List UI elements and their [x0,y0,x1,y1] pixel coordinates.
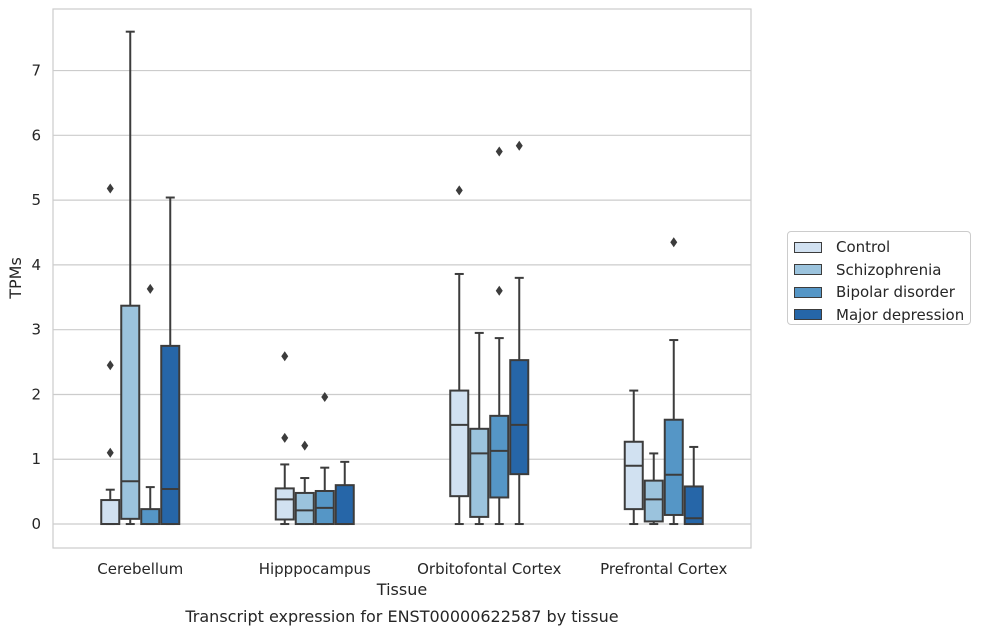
box-group [120,30,141,526]
box-iqr [663,418,684,516]
legend-label: Major depression [836,305,965,324]
box-iqr [274,487,295,521]
box-iqr [643,479,664,523]
legend-item-control: Control [794,236,970,259]
y-tick-labels: 0 1 2 3 4 5 6 7 [31,62,41,533]
outlier-point [495,146,503,157]
y-tick-label: 1 [31,450,41,468]
box-group [489,146,510,526]
box-group [160,196,181,526]
legend-label: Bipolar disorder [836,283,955,302]
box-group [140,283,161,526]
x-tick-label: Orbitofontal Cortex [417,560,561,578]
legend: Control Schizophrenia Bipolar disorder M… [787,231,971,325]
box-group [683,445,704,526]
figure-caption: Transcript expression for ENST0000062258… [184,607,618,626]
box-group [449,185,470,526]
box-group [334,460,355,526]
x-tick-label: Hipppocampus [259,560,371,578]
legend-swatch [794,264,822,276]
outlier-point [281,432,289,443]
x-tick-label: Prefrontal Cortex [600,560,727,578]
x-axis-label: Tissue [376,580,427,599]
box-iqr [683,485,704,526]
y-tick-label: 2 [31,385,41,403]
legend-label: Control [836,238,891,257]
box-group [294,440,315,526]
box-group [100,183,121,526]
y-axis-label: TPMs [6,257,25,300]
outlier-point [106,360,114,371]
legend-swatch [794,241,822,253]
legend-item-bipolar-disorder: Bipolar disorder [794,281,970,304]
legend-label: Schizophrenia [836,260,942,279]
box-iqr [449,389,470,498]
outlier-point [515,140,523,151]
outlier-point [455,185,463,196]
y-tick-label: 5 [31,191,41,209]
box-iqr [509,359,530,476]
plot-area [52,8,752,549]
box-iqr [469,427,490,518]
outlier-point [670,237,678,248]
outlier-point [495,285,503,296]
box-group [509,140,530,526]
box-iqr [334,484,355,526]
box-group [643,452,664,526]
outlier-point [146,283,154,294]
box-iqr [120,304,141,520]
outlier-point [321,392,329,403]
box-group [623,389,644,526]
outlier-point [281,351,289,362]
box-iqr [623,440,644,511]
boxes-layer [100,30,704,526]
y-tick-label: 0 [31,515,41,533]
box-group [469,331,490,526]
y-tick-label: 7 [31,62,41,80]
box-iqr [489,414,510,499]
y-tick-label: 6 [31,126,41,144]
outlier-point [106,183,114,194]
y-tick-label: 4 [31,256,41,274]
legend-swatch [794,309,822,321]
legend-item-schizophrenia: Schizophrenia [794,259,970,282]
box-iqr [140,508,161,526]
legend-swatch [794,286,822,298]
box-group [663,237,684,526]
x-tick-labels: Cerebellum Hipppocampus Orbitofontal Corte… [97,560,727,578]
legend-item-major-depression: Major depression [794,304,970,327]
x-tick-label: Cerebellum [97,560,183,578]
y-tick-label: 3 [31,321,41,339]
outlier-point [301,440,309,451]
box-iqr [100,499,121,526]
box-iqr [294,491,315,526]
box-group [274,351,295,526]
outlier-point [106,447,114,458]
box-group [314,392,335,526]
box-iqr [160,344,181,526]
